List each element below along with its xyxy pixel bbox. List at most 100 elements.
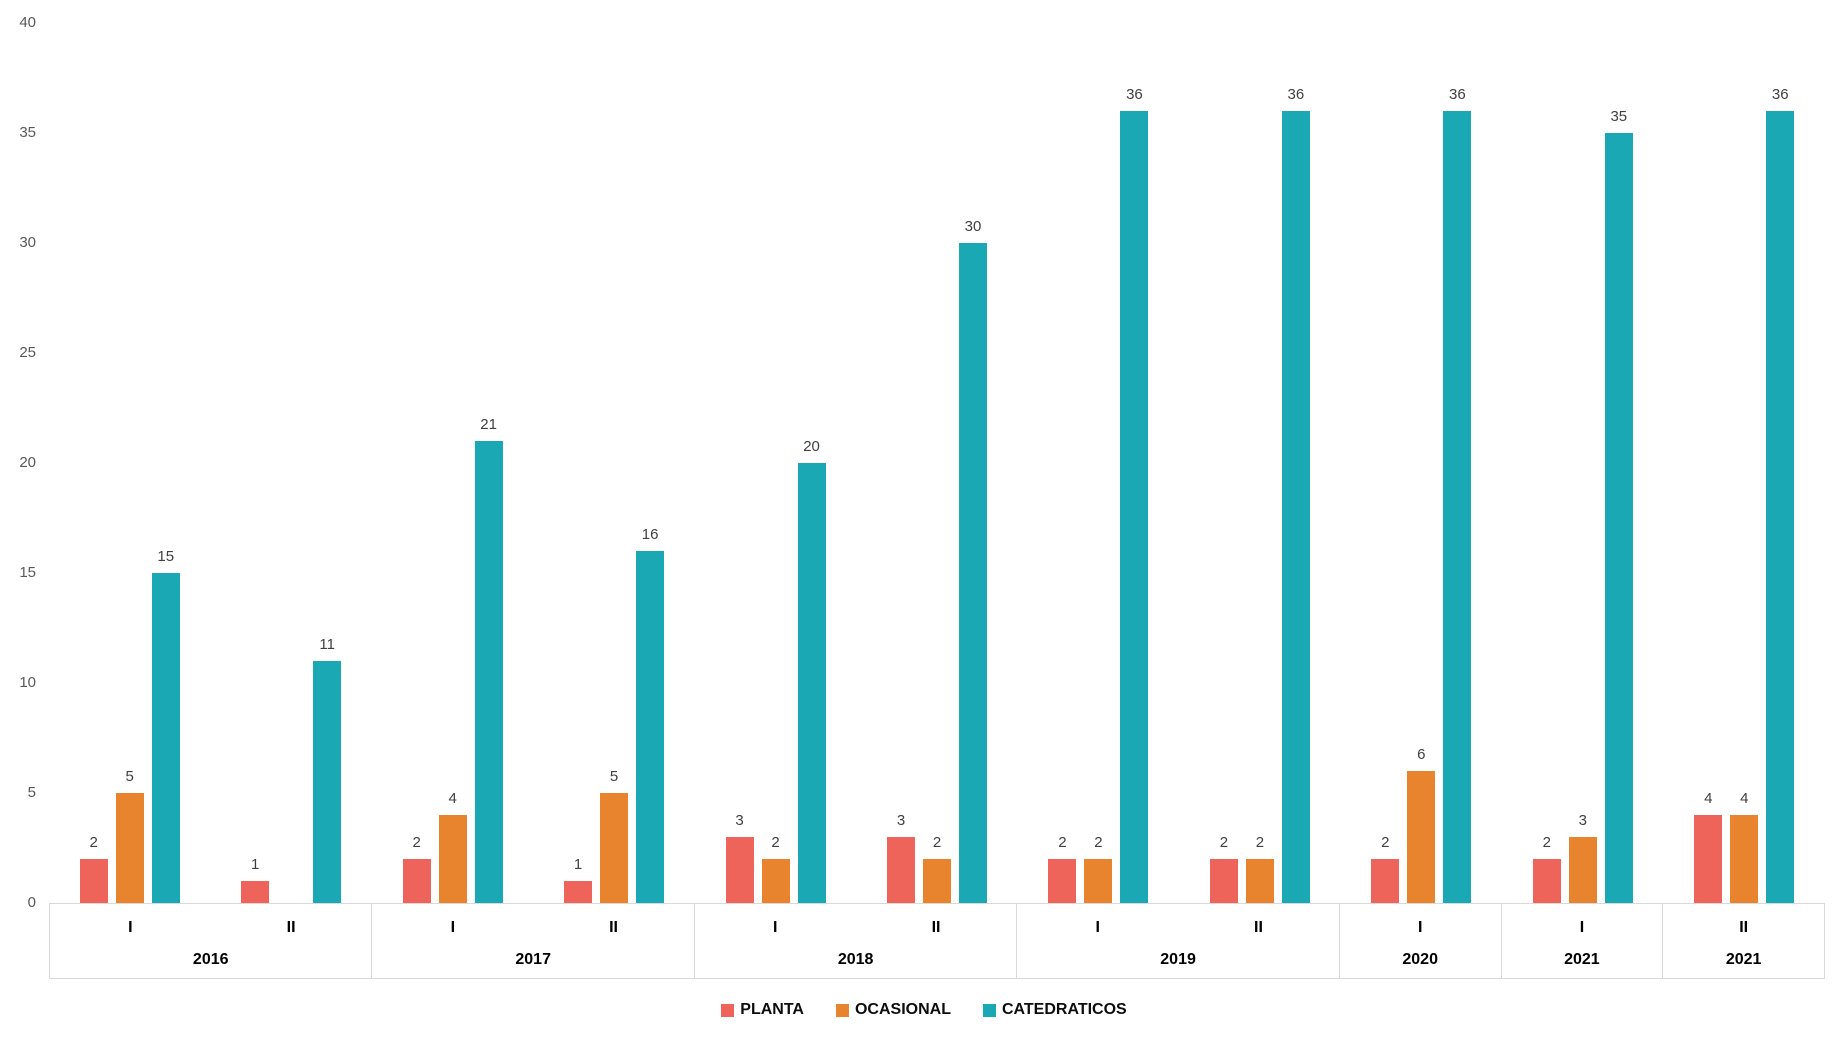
data-label: 11	[319, 636, 335, 653]
data-label: 2	[1381, 834, 1390, 851]
data-label: 2	[771, 834, 780, 851]
bar-group: 3 2 30	[856, 218, 1017, 903]
bar-planta	[1371, 859, 1400, 903]
year-label: 2020	[1402, 951, 1438, 968]
semester-label: II	[1254, 918, 1263, 936]
bar-slot-ocasional: 2	[1245, 834, 1274, 903]
bar-group: 4 4 36	[1664, 86, 1825, 903]
bar-planta	[241, 881, 270, 903]
bar-ocasional	[1245, 859, 1274, 903]
semester-label: II	[286, 918, 296, 936]
y-tick-label: 20	[19, 454, 36, 471]
data-label: 2	[89, 834, 98, 851]
bar-catedraticos	[1766, 111, 1795, 903]
bar-group: 2 6 36	[1341, 86, 1502, 903]
semester-row: II	[1663, 904, 1824, 951]
data-label: 36	[1449, 86, 1466, 103]
semester-label: II	[609, 918, 618, 936]
bar-slot-catedraticos: 30	[958, 218, 987, 903]
legend-label: OCASIONAL	[854, 1001, 951, 1018]
bar-ocasional	[761, 859, 790, 903]
bar-slot-catedraticos: 35	[1604, 108, 1633, 903]
bar-catedraticos	[1443, 111, 1472, 903]
bar-catedraticos	[1120, 111, 1149, 903]
data-label: 2	[1255, 834, 1265, 851]
bar-group: 2 2 36	[1179, 86, 1340, 903]
legend-swatch-icon	[721, 1003, 735, 1017]
y-tick-label: 40	[19, 14, 36, 31]
data-label: 36	[1126, 86, 1143, 103]
bar-ocasional	[1407, 771, 1436, 903]
bar-slot-catedraticos: 36	[1443, 86, 1472, 903]
data-label: 16	[641, 526, 659, 543]
bar-ocasional	[115, 793, 144, 903]
bar-slot-catedraticos: 36	[1120, 86, 1149, 903]
year-label: 2018	[837, 951, 874, 968]
data-label: 30	[964, 218, 982, 235]
bar-slot-ocasional: 2	[761, 834, 790, 903]
data-label: 2	[1094, 834, 1103, 851]
y-tick-label: 15	[19, 564, 36, 581]
year-section-2021: II 2021	[1663, 904, 1826, 978]
year-section-2021: I 2021	[1502, 904, 1664, 978]
year-section-2017: I II 2017	[372, 904, 695, 978]
year-label: 2019	[1160, 951, 1196, 968]
bar-slot-planta: 2	[1371, 834, 1400, 903]
year-label: 2017	[515, 951, 551, 968]
data-label: 4	[448, 790, 457, 807]
x-axis-category-table: I II 2016 I II 2017 I II 2018 I II 2019 I 2020 I 2021 II…	[49, 903, 1826, 979]
data-label: 3	[896, 812, 906, 829]
bar-ocasional	[600, 793, 629, 903]
bar-slot-catedraticos: 20	[797, 438, 826, 903]
bar-catedraticos	[313, 661, 342, 903]
semester-label: II	[931, 918, 941, 936]
legend-swatch-icon	[982, 1003, 996, 1017]
legend-item-ocasional: OCASIONAL	[835, 1001, 951, 1019]
bar-planta	[886, 837, 915, 903]
semester-label: I	[773, 918, 778, 936]
bar-planta	[402, 859, 431, 903]
bar-ocasional	[1730, 815, 1759, 903]
year-label: 2021	[1564, 951, 1600, 968]
bar-planta	[1532, 859, 1561, 903]
bar-ocasional	[438, 815, 467, 903]
bar-slot-catedraticos: 11	[313, 636, 342, 903]
y-tick-label: 5	[27, 784, 36, 801]
data-label: 20	[803, 438, 820, 455]
bar-planta	[1209, 859, 1238, 903]
bar-slot-planta: 2	[1048, 834, 1077, 903]
data-label: 35	[1610, 108, 1628, 125]
y-tick-label: 30	[19, 234, 36, 251]
year-section-2016: I II 2016	[50, 904, 373, 978]
bar-planta	[725, 837, 754, 903]
data-label: 6	[1417, 746, 1426, 763]
legend-item-catedraticos: CATEDRATICOS	[982, 1001, 1127, 1019]
bar-planta	[79, 859, 108, 903]
data-label: 2	[1058, 834, 1067, 851]
bar-ocasional	[922, 859, 951, 903]
bar-slot-planta: 2	[79, 834, 108, 903]
y-tick-label: 10	[19, 674, 36, 691]
data-label: 1	[251, 856, 260, 873]
data-label: 2	[932, 834, 942, 851]
bar-slot-ocasional: 2	[922, 834, 951, 903]
bar-catedraticos	[474, 441, 503, 903]
year-label: 2016	[192, 951, 229, 968]
bar-group: 2 4 21	[372, 416, 533, 903]
bar-catedraticos	[797, 463, 826, 903]
bar-planta	[564, 881, 593, 903]
legend-label: CATEDRATICOS	[1001, 1001, 1127, 1018]
bar-slot-ocasional: 2	[1084, 834, 1113, 903]
bar-slot-ocasional: 4	[1730, 790, 1759, 903]
data-label: 5	[125, 768, 134, 785]
bar-slot-planta: 2	[402, 834, 431, 903]
data-label: 3	[735, 812, 744, 829]
bar-slot-planta: 2	[1532, 834, 1561, 903]
bar-catedraticos	[1604, 133, 1633, 903]
semester-row: I II	[50, 904, 371, 951]
bar-group: 2 2 36	[1018, 86, 1179, 903]
bar-ocasional	[1084, 859, 1113, 903]
data-label: 36	[1287, 86, 1305, 103]
bar-slot-catedraticos: 16	[636, 526, 665, 903]
